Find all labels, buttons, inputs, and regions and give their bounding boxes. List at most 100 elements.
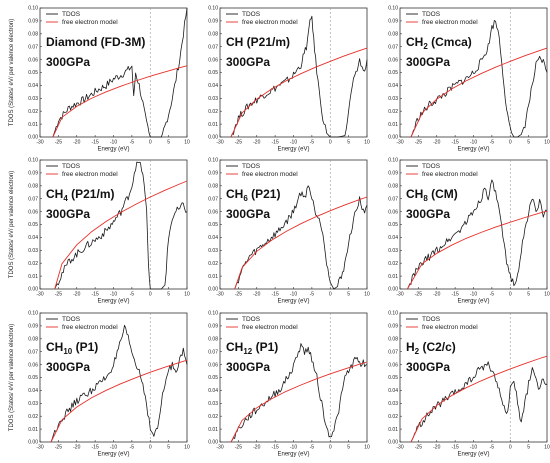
y-tick-label: 0.02 (388, 109, 398, 115)
x-tick-label: 0 (149, 140, 152, 146)
tdos-series-line (50, 324, 188, 443)
y-tick-label: 0.07 (388, 349, 398, 355)
panel-7: 0.00 0.01 0.02 0.03 0.04 0.05 0.06 0.07 0.08 0.09… (9, 311, 190, 458)
x-axis-label: Energy (eV) (97, 452, 129, 458)
legend-label-free-electron: free electron model (422, 19, 478, 26)
legend-label-free-electron: free electron model (62, 324, 118, 331)
y-axis-label: TDOS (States/ eV/ per valence electron) (9, 19, 15, 126)
y-tick-label: 0.01 (388, 274, 398, 280)
y-tick-label: 0.00 (208, 440, 218, 446)
x-tick-label: 0 (329, 292, 332, 298)
legend-label-free-electron: free electron model (422, 171, 478, 178)
x-tick-label: -25 (235, 292, 242, 298)
legend-label-tdos: TDOS (422, 316, 441, 323)
y-tick-label: 0.00 (388, 135, 398, 141)
x-tick-label: 5 (527, 292, 530, 298)
y-tick-label: 0.01 (28, 122, 38, 128)
panel-2: 0.00 0.01 0.02 0.03 0.04 0.05 0.06 0.07 0.08 0.09… (208, 6, 370, 153)
x-tick-label: -25 (415, 292, 422, 298)
x-axis-label: Energy (eV) (97, 299, 129, 305)
x-tick-label: -5 (310, 292, 315, 298)
y-tick-label: 0.05 (388, 375, 398, 381)
x-tick-label: -30 (396, 140, 403, 146)
x-tick-label: 10 (364, 140, 370, 146)
y-tick-label: 0.03 (388, 401, 398, 407)
x-tick-label: -15 (272, 140, 279, 146)
y-tick-label: 0.09 (388, 324, 398, 330)
x-tick-label: -25 (235, 445, 242, 451)
x-tick-label: 10 (184, 140, 190, 146)
x-tick-label: 5 (167, 140, 170, 146)
pressure-label: 300GPa (226, 360, 270, 374)
y-tick-label: 0.00 (28, 135, 38, 141)
y-tick-label: 0.00 (28, 287, 38, 293)
x-tick-label: -10 (470, 292, 477, 298)
y-tick-label: 0.08 (388, 337, 398, 343)
x-tick-label: -5 (130, 140, 135, 146)
x-tick-label: -15 (272, 292, 279, 298)
compound-label: CH2 (Cmca) (406, 35, 472, 51)
x-tick-label: -15 (92, 292, 99, 298)
x-tick-label: -10 (290, 445, 297, 451)
y-tick-label: 0.05 (28, 70, 38, 76)
y-tick-label: 0.05 (388, 222, 398, 228)
panel-9: 0.00 0.01 0.02 0.03 0.04 0.05 0.06 0.07 0.08 0.09… (388, 311, 550, 458)
x-tick-label: -25 (235, 140, 242, 146)
compound-label: CH12 (P1) (226, 340, 278, 356)
pressure-label: 300GPa (406, 207, 450, 221)
x-tick-label: -20 (73, 292, 80, 298)
y-tick-label: 0.06 (208, 209, 218, 215)
y-tick-label: 0.09 (28, 19, 38, 25)
x-tick-label: 5 (167, 292, 170, 298)
y-tick-label: 0.08 (388, 32, 398, 38)
y-tick-label: 0.10 (208, 311, 218, 317)
y-tick-label: 0.06 (388, 57, 398, 63)
y-tick-label: 0.08 (208, 337, 218, 343)
y-tick-label: 0.09 (208, 324, 218, 330)
compound-label: CH6 (P21) (226, 187, 280, 203)
free-electron-series-line (230, 361, 368, 443)
y-tick-label: 0.09 (208, 19, 218, 25)
x-tick-label: -5 (310, 445, 315, 451)
x-tick-label: 5 (167, 445, 170, 451)
x-tick-label: -20 (73, 140, 80, 146)
x-tick-label: 0 (509, 292, 512, 298)
y-tick-label: 0.10 (28, 311, 38, 317)
x-tick-label: -10 (470, 445, 477, 451)
y-tick-label: 0.02 (388, 261, 398, 267)
x-axis-label: Energy (eV) (97, 147, 129, 153)
free-electron-series-line (407, 210, 548, 290)
y-tick-label: 0.10 (388, 158, 398, 164)
x-tick-label: -30 (36, 140, 43, 146)
x-tick-label: -25 (415, 140, 422, 146)
y-tick-label: 0.01 (28, 274, 38, 280)
compound-label: CH4 (P21/m) (46, 187, 114, 203)
y-tick-label: 0.03 (208, 248, 218, 254)
free-electron-series-line (230, 47, 368, 138)
compound-label: CH8 (CM) (406, 187, 458, 203)
x-tick-label: -10 (470, 140, 477, 146)
y-tick-label: 0.04 (388, 83, 398, 89)
y-tick-label: 0.05 (208, 375, 218, 381)
x-tick-label: 5 (347, 140, 350, 146)
x-tick-label: -15 (452, 140, 459, 146)
x-tick-label: -5 (490, 292, 495, 298)
x-tick-label: 5 (527, 140, 530, 146)
y-tick-label: 0.01 (208, 427, 218, 433)
y-tick-label: 0.02 (28, 109, 38, 115)
free-electron-series-line (52, 65, 188, 138)
x-tick-label: -30 (216, 292, 223, 298)
y-tick-label: 0.06 (28, 209, 38, 215)
y-tick-label: 0.05 (28, 375, 38, 381)
y-tick-label: 0.02 (208, 109, 218, 115)
x-tick-label: 10 (184, 292, 190, 298)
panel-3: 0.00 0.01 0.02 0.03 0.04 0.05 0.06 0.07 0.08 0.09… (388, 6, 550, 153)
y-tick-label: 0.06 (388, 209, 398, 215)
y-tick-label: 0.08 (388, 184, 398, 190)
y-tick-label: 0.10 (388, 6, 398, 12)
y-tick-label: 0.07 (388, 196, 398, 202)
x-tick-label: -25 (55, 445, 62, 451)
x-tick-label: 5 (347, 445, 350, 451)
y-tick-label: 0.01 (28, 427, 38, 433)
x-tick-label: -30 (396, 292, 403, 298)
